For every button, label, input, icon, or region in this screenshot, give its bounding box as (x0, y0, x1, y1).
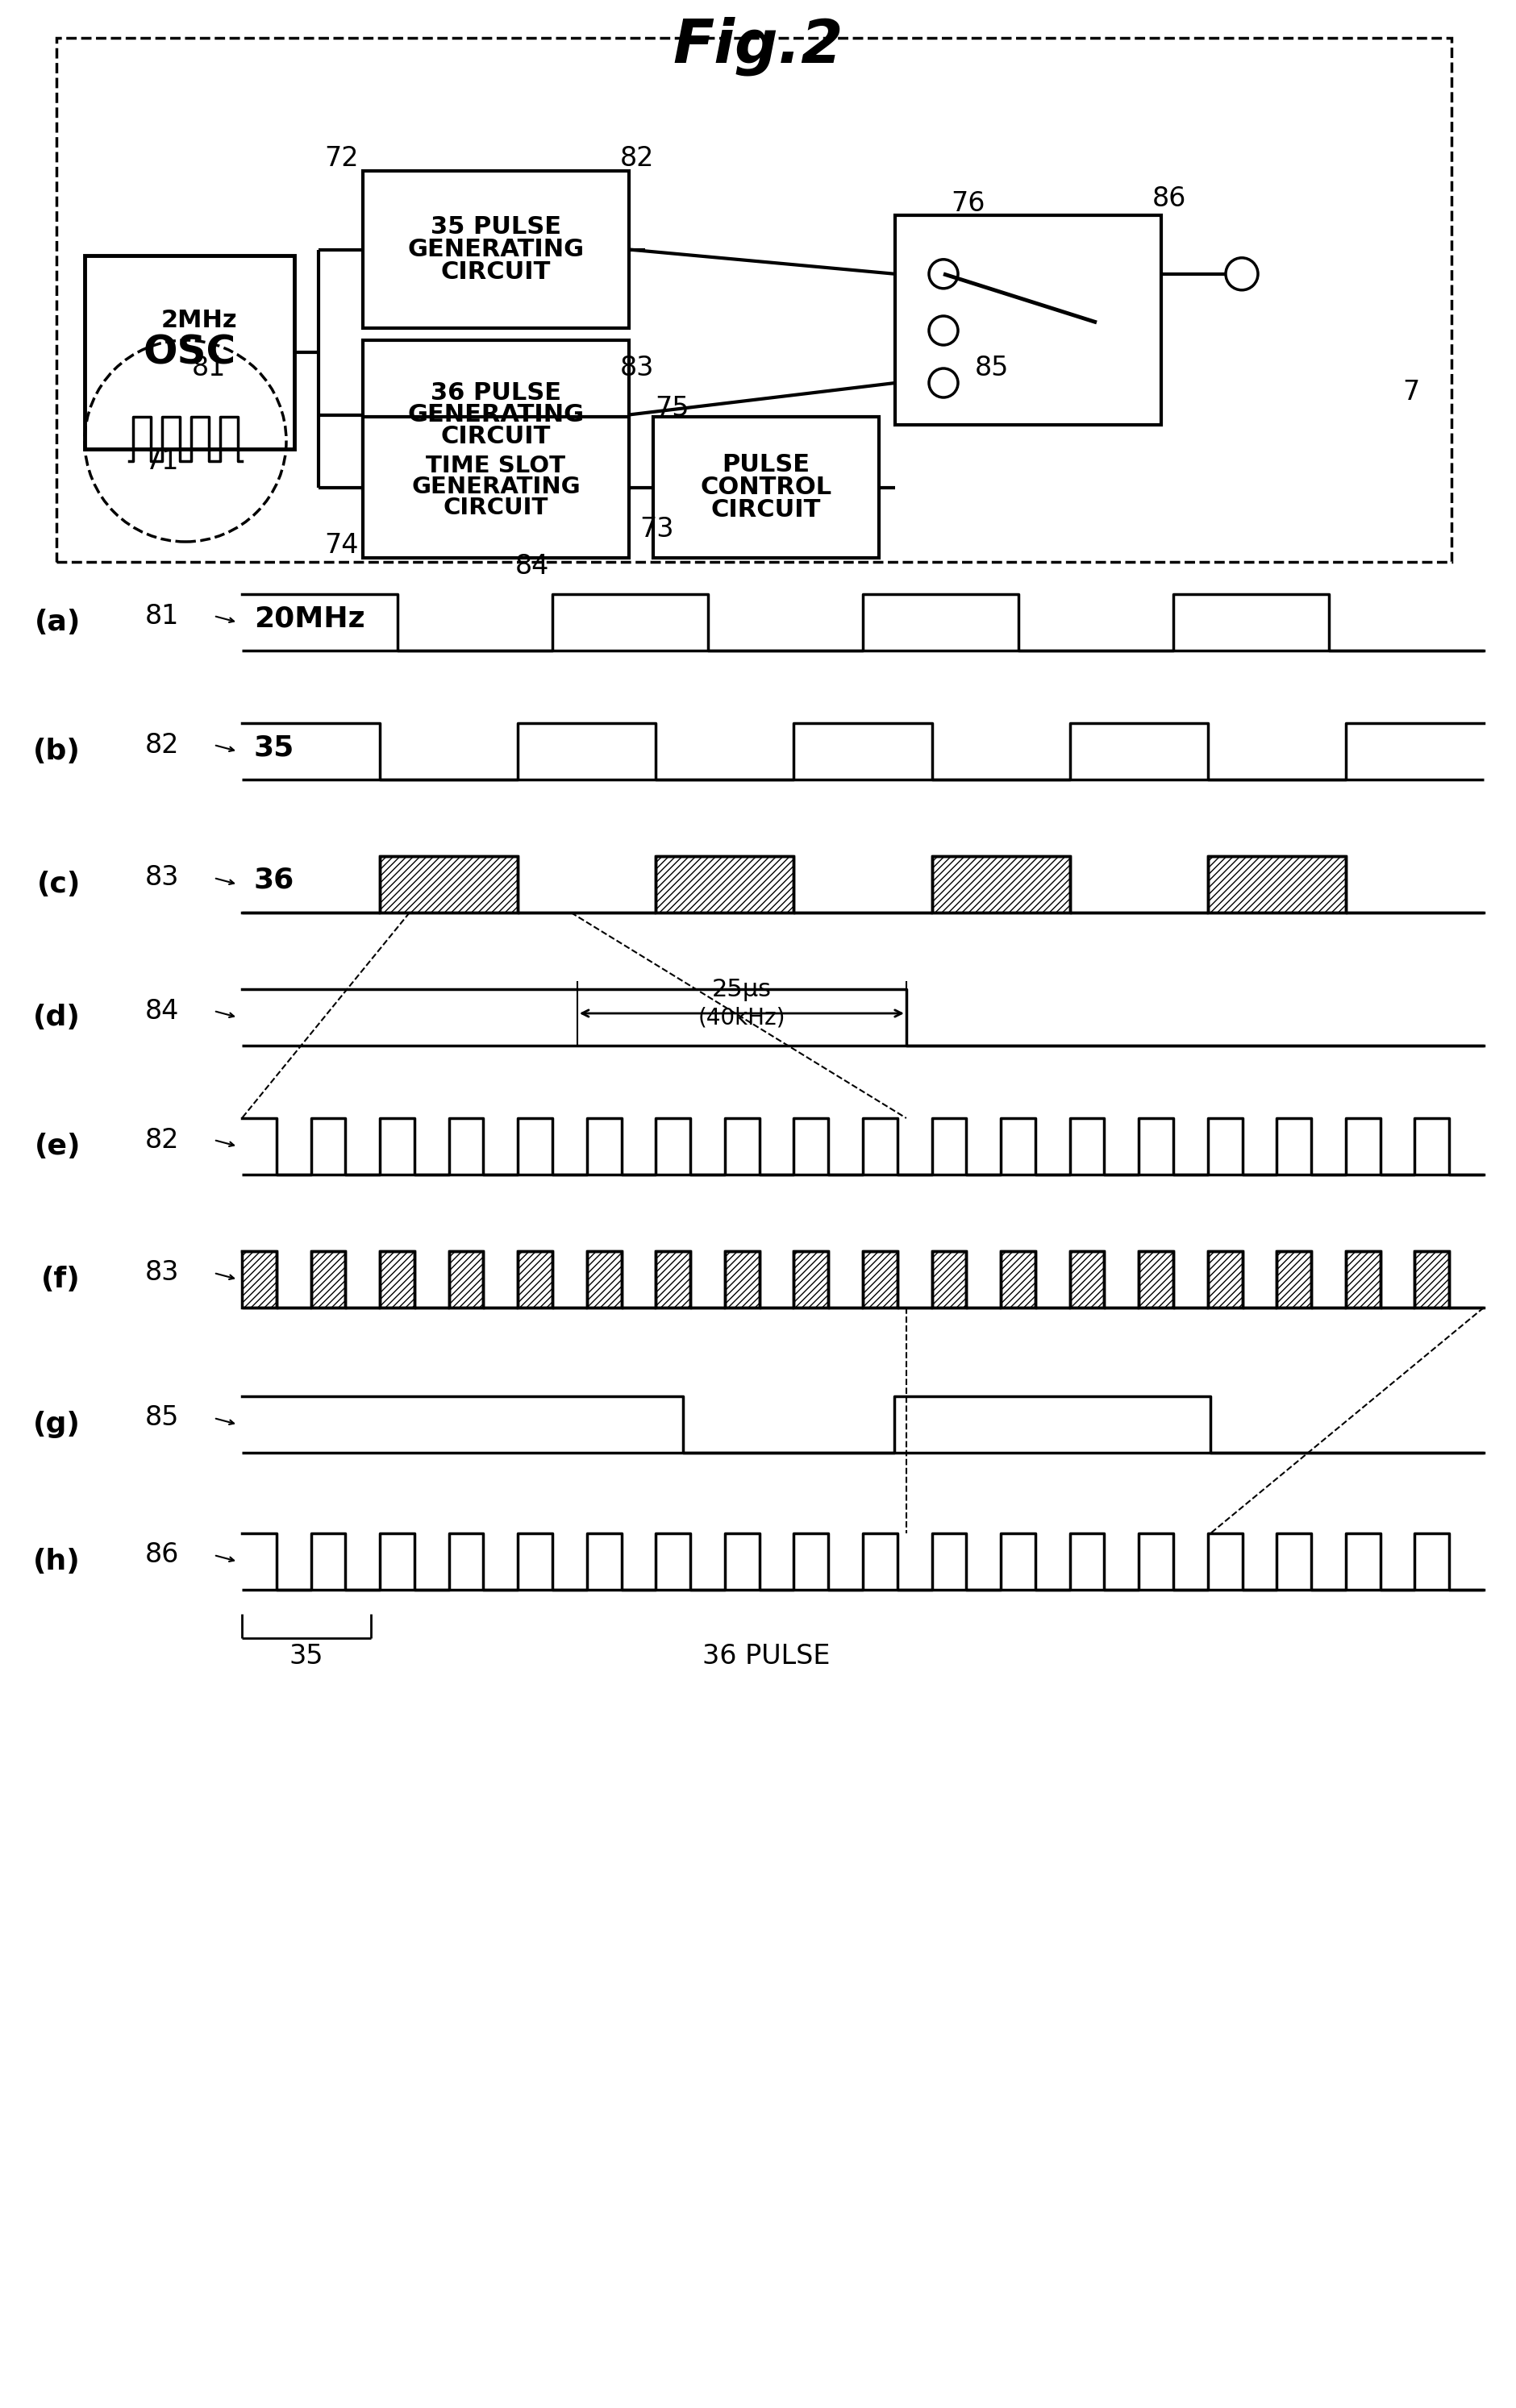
Text: CIRCUIT: CIRCUIT (441, 424, 550, 448)
Text: 72: 72 (324, 144, 359, 171)
Text: 84: 84 (515, 551, 549, 580)
Text: (40kHz): (40kHz) (697, 1007, 785, 1028)
Bar (1346, 1252, 1380, 1308)
Text: GENERATING: GENERATING (408, 402, 584, 426)
Text: 74: 74 (324, 532, 359, 559)
Text: 35 PULSE: 35 PULSE (431, 214, 561, 238)
Text: 35: 35 (255, 734, 294, 761)
Text: 85: 85 (146, 1404, 179, 1430)
Text: (h): (h) (33, 1548, 80, 1575)
Bar (794, 1252, 828, 1308)
Text: 83: 83 (620, 354, 653, 383)
Text: PULSE: PULSE (722, 453, 810, 477)
Text: 71: 71 (144, 448, 179, 474)
Text: 82: 82 (620, 144, 655, 171)
Text: 84: 84 (146, 997, 179, 1023)
Text: 7: 7 (1402, 380, 1420, 407)
Text: 36 PULSE: 36 PULSE (702, 1642, 829, 1669)
Bar (85, 255, 294, 448)
Bar (449, 1252, 484, 1308)
Bar (932, 1252, 966, 1308)
Bar (725, 1252, 760, 1308)
Text: 86: 86 (146, 1541, 179, 1568)
Bar (243, 1252, 276, 1308)
Text: 75: 75 (655, 395, 690, 421)
Bar (1208, 857, 1346, 913)
Text: (c): (c) (36, 872, 80, 898)
Bar (311, 1252, 346, 1308)
Bar (894, 214, 1161, 424)
Bar (656, 1252, 690, 1308)
Text: 81: 81 (146, 602, 179, 628)
Bar (1070, 1252, 1104, 1308)
Bar (587, 1252, 622, 1308)
Bar (1001, 1252, 1035, 1308)
Bar (1139, 1252, 1173, 1308)
Bar (381, 857, 518, 913)
Text: 36 PULSE: 36 PULSE (431, 380, 561, 405)
Text: (f): (f) (41, 1267, 80, 1293)
Text: 2MHz: 2MHz (161, 308, 238, 332)
Text: CIRCUIT: CIRCUIT (441, 260, 550, 284)
Bar (362, 417, 629, 559)
Text: 82: 82 (146, 1127, 179, 1153)
Bar (656, 857, 794, 913)
Bar (932, 857, 1070, 913)
Text: 20MHz: 20MHz (255, 604, 365, 631)
Text: 83: 83 (146, 1259, 179, 1286)
Text: (a): (a) (35, 609, 80, 636)
Text: GENERATING: GENERATING (408, 238, 584, 260)
Bar (56, 39, 1451, 561)
Text: 83: 83 (146, 864, 179, 891)
Bar (518, 1252, 552, 1308)
Text: Fig.2: Fig.2 (673, 17, 843, 75)
Text: (b): (b) (33, 737, 80, 766)
Bar (381, 1252, 414, 1308)
Text: (e): (e) (35, 1132, 80, 1161)
Text: GENERATING: GENERATING (411, 477, 581, 498)
Bar (863, 1252, 897, 1308)
Text: (d): (d) (33, 1004, 80, 1031)
Bar (1414, 1252, 1449, 1308)
Text: 82: 82 (146, 732, 179, 759)
Text: 36: 36 (255, 867, 294, 893)
Text: 81: 81 (191, 354, 226, 383)
Text: 86: 86 (1152, 185, 1187, 212)
Text: 85: 85 (975, 354, 1010, 383)
Bar (1208, 1252, 1242, 1308)
Bar (653, 417, 879, 559)
Text: CONTROL: CONTROL (700, 477, 832, 498)
Text: CIRCUIT: CIRCUIT (443, 496, 549, 520)
Text: 25μs: 25μs (713, 978, 772, 1002)
Text: CIRCUIT: CIRCUIT (711, 498, 822, 523)
Text: OSC: OSC (143, 332, 236, 371)
Text: TIME SLOT: TIME SLOT (426, 455, 565, 477)
Text: 35: 35 (290, 1642, 323, 1669)
Text: (g): (g) (33, 1411, 80, 1438)
Text: 73: 73 (640, 515, 673, 542)
Bar (362, 171, 629, 327)
Bar (1276, 1252, 1311, 1308)
Text: 76: 76 (951, 190, 985, 217)
Bar (362, 340, 629, 489)
